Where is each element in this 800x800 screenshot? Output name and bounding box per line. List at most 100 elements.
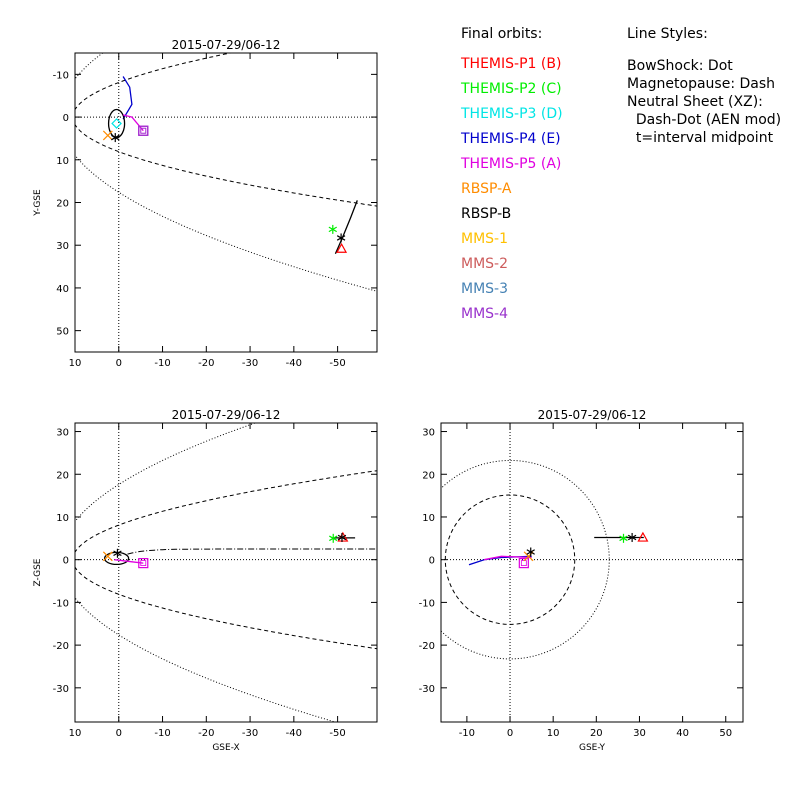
x-tick-label: 10	[69, 358, 82, 369]
x-tick-label: -30	[242, 358, 258, 369]
asterisk-marker	[619, 535, 628, 542]
x-axis-label: GSE-X	[212, 743, 239, 753]
plot-frame	[440, 422, 744, 723]
chart-title: 2015-07-29/06-12	[538, 408, 647, 422]
panel-xz-plane: 10 0 -10 -20 -30 -40 -50 -30 -20 -10 0 10 20 30 2015-0…	[33, 408, 378, 753]
orbit-track-p4	[122, 76, 133, 120]
legend-item: THEMIS-P3 (D)	[461, 106, 563, 122]
plot-area	[75, 423, 377, 722]
panel-yz-plane: -10 0 10 20 30 40 50 -30 -20 -10 0 10 20 30 2015-07-29…	[419, 408, 744, 753]
y-tick-label: -20	[53, 641, 69, 652]
x-tick-label: 0	[116, 728, 122, 739]
x-tick-label: -50	[329, 728, 345, 739]
legend-title: Final orbits:	[461, 26, 543, 42]
y-tick-label: -30	[53, 684, 69, 695]
legend-item: RBSP-B	[461, 206, 512, 222]
square-marker	[140, 560, 147, 567]
line-style-entry: BowShock: Dot	[627, 58, 733, 74]
x-tick-label: 50	[719, 728, 732, 739]
triangle-marker	[336, 242, 348, 253]
square-marker	[518, 558, 529, 569]
line-style-entry: Neutral Sheet (XZ):	[627, 94, 763, 110]
y-tick-label: 0	[63, 113, 69, 124]
y-tick-label: 10	[422, 513, 435, 524]
neutral-sheet-curve	[127, 548, 377, 555]
x-tick-label: 0	[507, 728, 513, 739]
x-tick-label: -30	[242, 728, 258, 739]
square-marker	[138, 125, 149, 136]
legend-item: MMS-4	[461, 306, 509, 322]
x-tick-label: -10	[154, 358, 170, 369]
y-tick-label: -30	[419, 684, 435, 695]
line-style-entry: Magnetopause: Dash	[627, 76, 776, 92]
bow-shock-circle	[441, 459, 610, 660]
x-tick-label: -10	[154, 728, 170, 739]
x-tick-label: 0	[116, 358, 122, 369]
orbit-track-rbsp-b	[334, 200, 358, 255]
asterisk-marker	[526, 549, 535, 555]
x-tick-label: -40	[286, 728, 302, 739]
y-tick-label: -10	[53, 70, 69, 81]
legend-item: RBSP-A	[461, 181, 512, 197]
plot-frame	[74, 422, 378, 723]
y-tick-label: 0	[429, 556, 435, 567]
line-styles-title: Line Styles:	[627, 26, 708, 42]
y-axis-label: Y-GSE	[33, 189, 43, 217]
y-tick-label: -20	[419, 641, 435, 652]
y-tick-label: 20	[56, 199, 69, 210]
square-marker	[140, 127, 147, 134]
line-style-entry: Dash-Dot (AEN mod)	[627, 112, 782, 128]
chart-title: 2015-07-29/06-12	[172, 408, 281, 422]
x-tick-label: -50	[329, 358, 345, 369]
y-tick-label: 10	[56, 156, 69, 167]
asterisk-marker	[627, 534, 637, 541]
legend-item: THEMIS-P5 (A)	[461, 156, 562, 172]
asterisk-marker	[329, 535, 338, 542]
x-tick-label: 30	[633, 728, 646, 739]
asterisk-marker	[336, 235, 346, 241]
legend-item: MMS-3	[461, 281, 509, 297]
square-marker	[138, 558, 149, 569]
x-tick-label: -40	[286, 358, 302, 369]
legend-item: THEMIS-P4 (E)	[461, 131, 561, 147]
magnetopause-curve	[75, 470, 377, 650]
x-marker	[102, 551, 113, 562]
triangle-marker	[637, 531, 649, 542]
bow-shock-curve	[75, 423, 337, 722]
legend-item: MMS-1	[461, 231, 509, 247]
y-tick-label: 10	[56, 513, 69, 524]
y-tick-label: 30	[422, 428, 435, 439]
legend-item: THEMIS-P1 (B)	[461, 56, 562, 72]
line-style-entry: t=interval midpoint	[627, 130, 774, 146]
asterisk-marker	[328, 226, 338, 233]
y-tick-label: 40	[56, 284, 69, 295]
orbit-loop	[107, 108, 126, 139]
y-tick-label: -10	[419, 598, 435, 609]
y-tick-label: 0	[63, 556, 69, 567]
x-tick-label: 40	[676, 728, 689, 739]
diamond-marker	[111, 118, 122, 129]
y-tick-label: -10	[53, 598, 69, 609]
asterisk-marker	[337, 534, 347, 541]
plot-frame	[74, 52, 378, 353]
legend-item: THEMIS-P2 (C)	[461, 81, 562, 97]
y-tick-label: 30	[56, 241, 69, 252]
y-tick-label: 20	[422, 470, 435, 481]
magnetopause-curve	[75, 53, 377, 207]
asterisk-marker	[113, 550, 122, 557]
x-marker	[523, 551, 534, 562]
chart-title: 2015-07-29/06-12	[172, 38, 281, 52]
x-tick-label: 10	[547, 728, 560, 739]
orbit-track-p5	[483, 555, 532, 561]
x-tick-label: -10	[459, 728, 475, 739]
magnetopause-circle	[444, 494, 576, 625]
x-tick-label: 20	[590, 728, 603, 739]
y-axis-label: Z-GSE	[33, 558, 43, 586]
plot-area	[75, 53, 377, 352]
x-tick-label: -20	[198, 358, 214, 369]
y-tick-label: 50	[56, 327, 69, 338]
orbit-track-p5	[114, 559, 144, 564]
asterisk-marker	[111, 134, 120, 141]
legend: THEMIS-P1 (B) THEMIS-P2 (C) THEMIS-P3 (D) T…	[461, 52, 563, 327]
